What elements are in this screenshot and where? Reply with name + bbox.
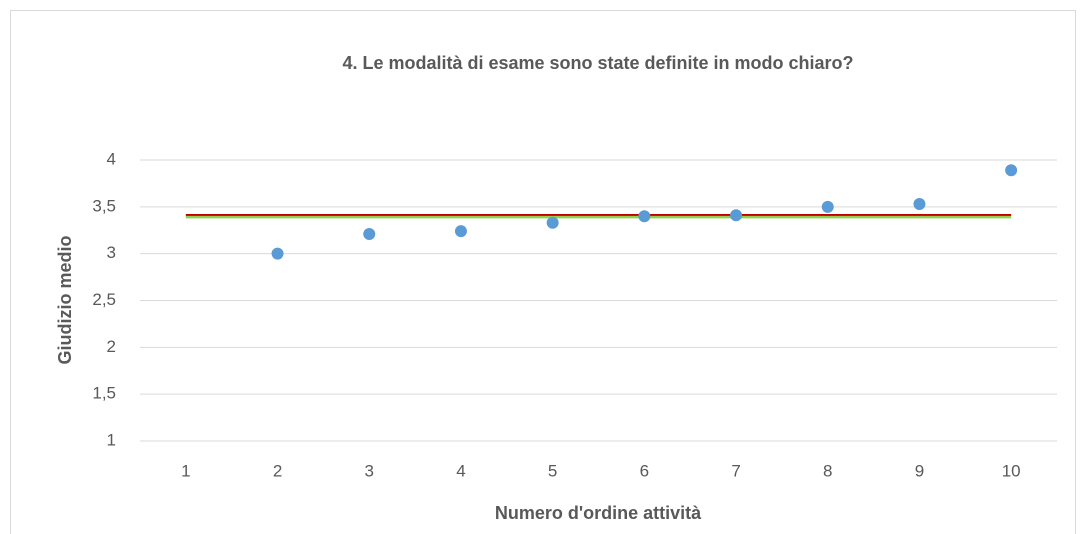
- y-tick-label: 1,5: [92, 384, 116, 403]
- x-tick-label: 7: [731, 461, 740, 480]
- data-point: [363, 227, 376, 240]
- data-point: [454, 225, 467, 238]
- x-tick-label: 9: [915, 461, 924, 480]
- x-axis-label: Numero d'ordine attività: [495, 503, 702, 523]
- y-tick-label: 3: [107, 243, 116, 262]
- y-tick-label: 2,5: [92, 290, 116, 309]
- x-tick-label: 1: [181, 461, 190, 480]
- x-tick-label: 8: [823, 461, 832, 480]
- x-tick-label: 2: [273, 461, 282, 480]
- data-point: [730, 209, 743, 222]
- y-tick-label: 1: [107, 430, 116, 449]
- y-axis-label: Giudizio medio: [55, 235, 75, 364]
- chart-border: [10, 10, 1076, 534]
- data-point: [638, 210, 651, 223]
- data-point: [546, 216, 559, 229]
- data-point: [821, 200, 834, 213]
- data-point: [913, 198, 926, 211]
- x-tick-label: 3: [365, 461, 374, 480]
- x-tick-label: 4: [456, 461, 465, 480]
- y-tick-label: 4: [107, 149, 116, 168]
- data-point: [1005, 164, 1018, 177]
- x-tick-label: 5: [548, 461, 557, 480]
- x-tick-label: 10: [1002, 461, 1021, 480]
- chart-title: 4. Le modalità di esame sono state defin…: [342, 53, 853, 73]
- y-tick-label: 3,5: [92, 196, 116, 215]
- y-tick-label: 2: [107, 337, 116, 356]
- data-point: [271, 247, 284, 260]
- x-tick-label: 6: [640, 461, 649, 480]
